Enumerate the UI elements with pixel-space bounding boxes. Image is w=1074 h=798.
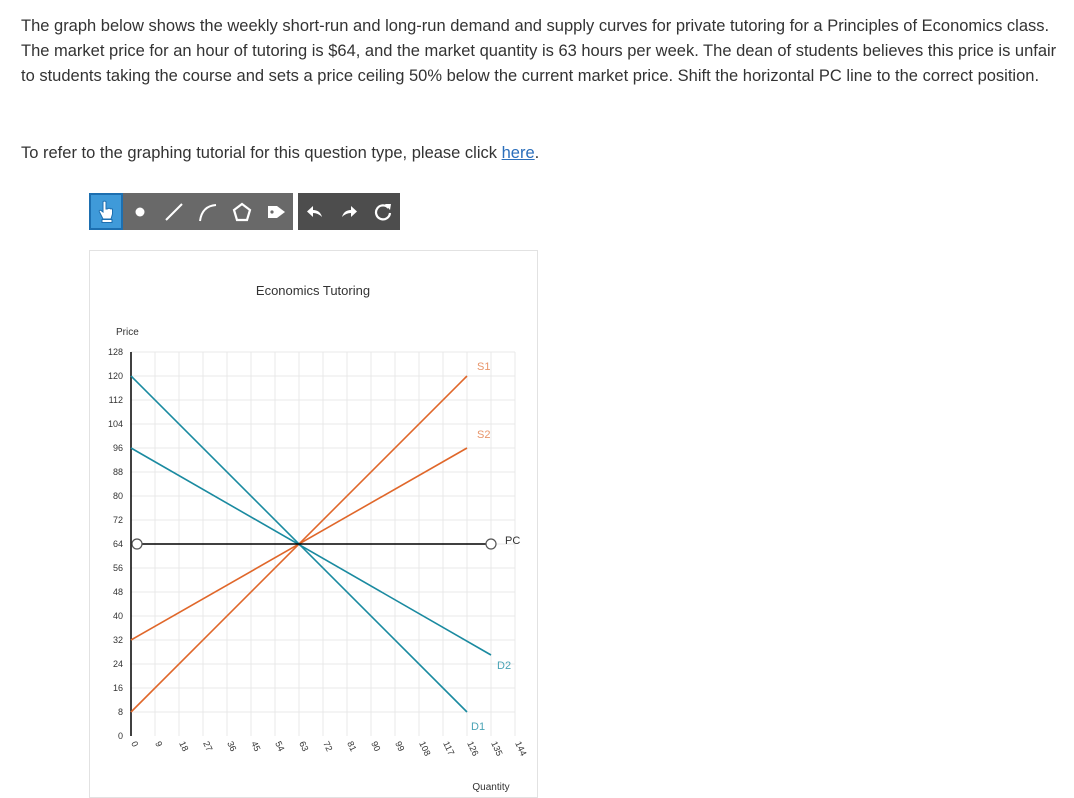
- x-tick-label: 90: [369, 740, 382, 753]
- x-tick-label: 0: [129, 740, 140, 749]
- undo-button[interactable]: [298, 193, 332, 230]
- question-text: The graph below shows the weekly short-r…: [21, 17, 1057, 85]
- x-tick-label: 135: [489, 740, 504, 758]
- y-axis-label: Price: [116, 327, 139, 338]
- y-tick-label: 32: [113, 635, 123, 645]
- y-tick-label: 0: [118, 731, 123, 741]
- x-tick-label: 18: [177, 740, 190, 753]
- y-tick-label: 24: [113, 659, 123, 669]
- reset-icon: [374, 203, 392, 220]
- y-tick-label: 40: [113, 611, 123, 621]
- tutorial-link[interactable]: here: [501, 144, 535, 162]
- x-tick-label: 117: [441, 740, 456, 757]
- x-tick-label: 27: [201, 740, 214, 753]
- y-tick-label: 8: [118, 707, 123, 717]
- y-tick-label: 72: [113, 515, 123, 525]
- economics-tutoring-chart: Economics Tutoring Price Quantity 0 8 16 24 32 4…: [108, 283, 529, 793]
- chart-title: Economics Tutoring: [256, 283, 370, 298]
- x-tick-label: 54: [273, 740, 286, 753]
- curve-tool[interactable]: [191, 193, 225, 230]
- x-tick-label: 99: [393, 740, 406, 753]
- pc-line-label: PC: [505, 535, 520, 547]
- point-icon: [135, 207, 145, 216]
- reset-button[interactable]: [366, 193, 400, 230]
- curve-label-d1: D1: [471, 721, 485, 733]
- line-icon: [165, 202, 183, 221]
- y-tick-label: 128: [108, 347, 123, 357]
- y-tick-label: 104: [108, 419, 123, 429]
- graph-panel: Economics Tutoring Price Quantity 0 8 16 24 32 4…: [89, 250, 538, 798]
- redo-arrow-icon: [342, 205, 357, 217]
- drawing-tools: [89, 193, 293, 230]
- graph-toolbar: [89, 193, 400, 230]
- polygon-tool[interactable]: [225, 193, 259, 230]
- line-tool[interactable]: [157, 193, 191, 230]
- tutorial-suffix: .: [534, 144, 540, 162]
- curve-d2[interactable]: [130, 447, 492, 656]
- x-tick-label: 81: [345, 740, 358, 753]
- point-tool[interactable]: [123, 193, 157, 230]
- y-tick-label: 16: [113, 683, 123, 693]
- pc-handle-right[interactable]: [485, 538, 497, 550]
- x-tick-label: 45: [249, 740, 262, 753]
- history-tools: [298, 193, 400, 230]
- x-tick-label: 126: [465, 740, 480, 758]
- x-tick-label: 144: [513, 740, 528, 758]
- tag-icon: [268, 205, 285, 218]
- hand-pointer-icon: [98, 200, 113, 223]
- x-tick-label: 63: [297, 740, 310, 753]
- polygon-icon: [232, 202, 252, 221]
- curve-label-s2: S2: [477, 429, 490, 441]
- x-tick-label: 108: [417, 740, 432, 758]
- x-tick-label: 72: [321, 740, 334, 753]
- tutorial-instructions: To refer to the graphing tutorial for th…: [21, 144, 539, 163]
- y-tick-label: 112: [109, 395, 123, 405]
- curve-label-s1: S1: [477, 361, 490, 373]
- curve-label-d2: D2: [497, 660, 511, 672]
- x-tick-label: 9: [153, 740, 164, 749]
- x-axis-label: Quantity: [472, 782, 509, 793]
- tutorial-prefix: To refer to the graphing tutorial for th…: [21, 144, 502, 162]
- y-tick-label: 88: [113, 467, 123, 477]
- undo-arrow-icon: [307, 205, 322, 217]
- y-tick-label: 48: [113, 587, 123, 597]
- x-tick-label: 36: [225, 740, 238, 753]
- y-tick-label: 120: [108, 371, 123, 381]
- y-tick-label: 56: [113, 563, 123, 573]
- redo-button[interactable]: [332, 193, 366, 230]
- y-tick-label: 64: [113, 539, 123, 549]
- y-tick-label: 80: [113, 491, 123, 501]
- y-tick-label: 96: [113, 443, 123, 453]
- curve-icon: [199, 203, 217, 221]
- label-tool[interactable]: [259, 193, 293, 230]
- move-tool[interactable]: [89, 193, 123, 230]
- pc-handle-left[interactable]: [131, 538, 143, 550]
